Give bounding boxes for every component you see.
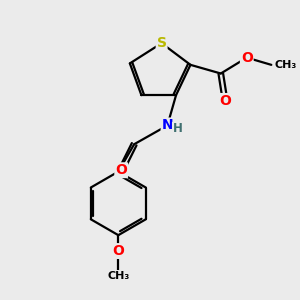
Text: CH₃: CH₃	[274, 60, 296, 70]
Text: S: S	[157, 36, 166, 50]
Text: CH₃: CH₃	[107, 271, 129, 281]
Text: O: O	[241, 51, 253, 64]
Text: O: O	[112, 244, 124, 258]
Text: O: O	[115, 163, 127, 177]
Text: H: H	[172, 122, 182, 135]
Text: N: N	[162, 118, 173, 133]
Text: O: O	[219, 94, 231, 108]
